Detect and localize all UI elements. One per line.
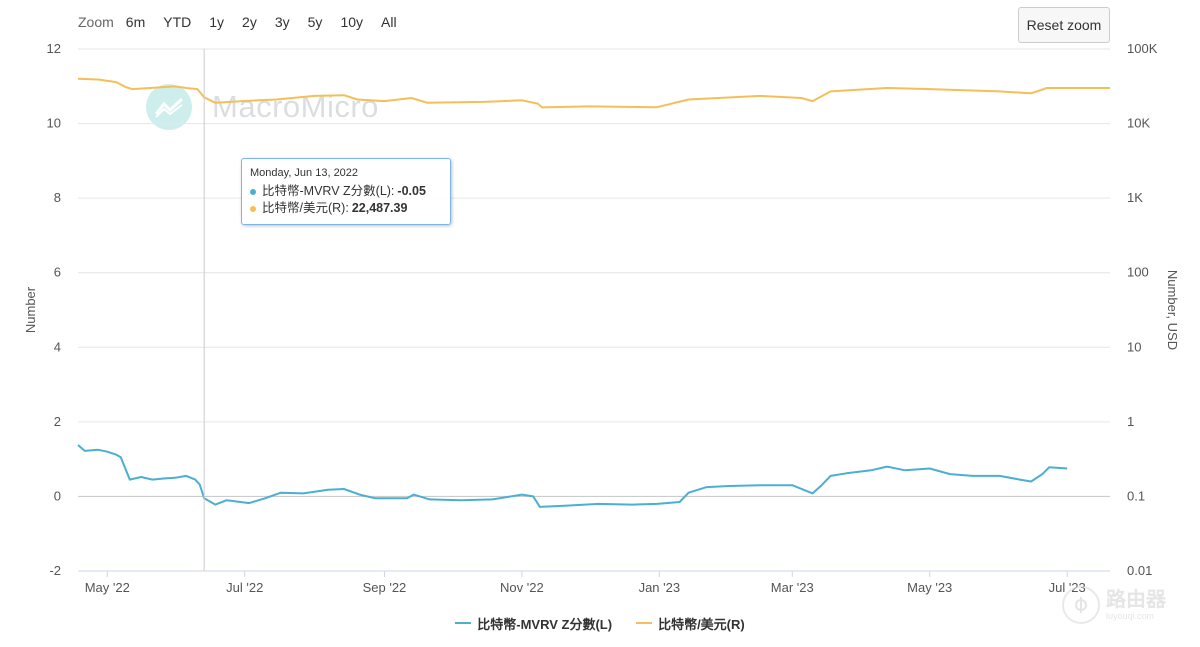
- right-tick-label: 100: [1127, 265, 1149, 280]
- right-tick-label: 0.01: [1127, 563, 1152, 578]
- left-tick-label: 6: [54, 265, 61, 280]
- x-tick-label: Sep '22: [363, 580, 407, 595]
- left-tick-label: -2: [49, 563, 61, 578]
- site-mark-url: luyouqi.com: [1106, 610, 1155, 621]
- reset-zoom-button[interactable]: Reset zoom: [1018, 7, 1110, 43]
- x-tick-label: May '22: [85, 580, 130, 595]
- right-tick-label: 10: [1127, 339, 1141, 354]
- chart-tooltip: Monday, Jun 13, 2022 比特幣-MVRV Z分數(L): -0…: [241, 158, 451, 225]
- right-tick-label: 100K: [1127, 41, 1158, 56]
- tooltip-value-btc-usd: 22,487.39: [351, 201, 408, 215]
- right-tick-label: 10K: [1127, 116, 1150, 131]
- zoom-all-button[interactable]: All: [381, 14, 397, 30]
- x-tick-label: Jul '22: [226, 580, 263, 595]
- zoom-10y-button[interactable]: 10y: [340, 14, 364, 30]
- router-icon: [1062, 586, 1100, 624]
- left-tick-label: 8: [54, 190, 61, 205]
- site-mark-text: 路由器 luyouqi.com: [1106, 590, 1166, 621]
- series-layer: [77, 77, 1110, 508]
- right-tick-label: 1: [1127, 414, 1134, 429]
- x-tick-label: May '23: [907, 580, 952, 595]
- zoom-1y-button[interactable]: 1y: [209, 14, 225, 30]
- site-mark-name: 路由器: [1106, 588, 1166, 611]
- x-tick-label: Mar '23: [771, 580, 814, 595]
- series-line-mvrv: [77, 444, 1068, 508]
- tooltip-dot-btc-usd: [250, 205, 256, 212]
- zoom-2y-button[interactable]: 2y: [242, 14, 257, 30]
- legend-label-btc-usd: 比特幣/美元(R): [658, 616, 745, 632]
- chart-legend: 比特幣-MVRV Z分數(L) 比特幣/美元(R): [0, 612, 1200, 634]
- legend-swatch-mvrv: [455, 622, 472, 624]
- left-axis-title: Number: [23, 286, 38, 333]
- left-tick-label: 10: [47, 116, 61, 131]
- zoom-6m-button[interactable]: 6m: [125, 14, 146, 30]
- legend-swatch-btc-usd: [636, 622, 653, 624]
- left-tick-label: 12: [47, 41, 61, 56]
- tooltip-row-mvrv: 比特幣-MVRV Z分數(L): -0.05: [250, 183, 442, 200]
- tooltip-label-mvrv: 比特幣-MVRV Z分數(L):: [262, 184, 395, 198]
- x-tick-label: Nov '22: [500, 580, 544, 595]
- tooltip-date: Monday, Jun 13, 2022: [250, 167, 359, 179]
- series-line-btc-usd: [77, 77, 1110, 109]
- legend-label-mvrv: 比特幣-MVRV Z分數(L): [477, 616, 613, 632]
- luyouqi-watermark: 路由器 luyouqi.com: [1062, 586, 1166, 624]
- zoom-range-selector: Zoom 6m YTD 1y 2y 3y 5y 10y All: [78, 12, 415, 32]
- left-tick-label: 0: [54, 488, 61, 503]
- left-tick-label: 4: [54, 339, 61, 354]
- tooltip-dot-mvrv: [250, 188, 256, 195]
- tooltip-row-btc-usd: 比特幣/美元(R): 22,487.39: [250, 200, 442, 217]
- left-tick-label: 2: [54, 414, 61, 429]
- right-axis-title: Number, USD: [1165, 270, 1180, 350]
- zoom-ytd-button[interactable]: YTD: [163, 14, 192, 30]
- zoom-label: Zoom: [78, 14, 114, 30]
- tooltip-value-mvrv: -0.05: [397, 184, 426, 198]
- right-tick-label: 1K: [1127, 190, 1143, 205]
- zoom-3y-button[interactable]: 3y: [274, 14, 290, 30]
- x-tick-label: Jan '23: [639, 580, 681, 595]
- grid-lines: [78, 48, 1110, 572]
- zoom-5y-button[interactable]: 5y: [307, 14, 323, 30]
- axes: 12 10 8 6 4 2 0 -2 100K 10K 1K 100 10 1 0.1 0.01 May '22…: [23, 41, 1180, 595]
- right-tick-label: 0.1: [1127, 488, 1145, 503]
- legend-item-mvrv[interactable]: 比特幣-MVRV Z分數(L): [455, 614, 612, 633]
- legend-item-btc-usd[interactable]: 比特幣/美元(R): [636, 614, 745, 633]
- tooltip-label-btc-usd: 比特幣/美元(R):: [262, 201, 349, 215]
